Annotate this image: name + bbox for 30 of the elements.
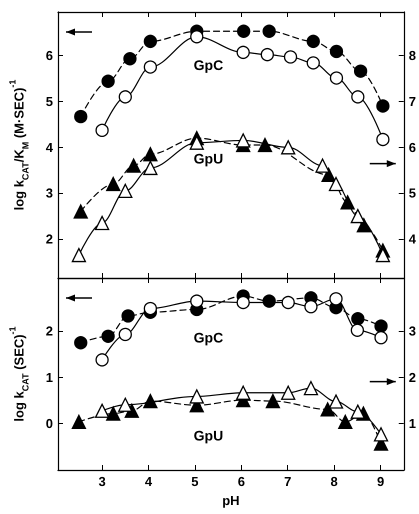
y2-tick-label: 7 — [408, 94, 416, 109]
y-axis-title: log kCAT/KM (M·SEC)-1 — [8, 80, 30, 210]
y2-tick-label: 3 — [408, 324, 416, 339]
x-axis-title: pH — [222, 493, 240, 508]
y2-tick-label: 8 — [408, 48, 416, 64]
x-tick-label: 3 — [98, 474, 106, 489]
y-tick-label: 6 — [46, 48, 53, 64]
y2-tick-label: 4 — [408, 232, 417, 247]
y-tick-label: 4 — [46, 140, 54, 155]
y-tick-label: 3 — [46, 186, 53, 201]
x-tick-label: 4 — [144, 474, 153, 489]
x-tick-label: 5 — [191, 474, 199, 489]
y2-tick-label: 1 — [408, 416, 416, 432]
annotation: GpC — [194, 330, 224, 346]
y-tick-label: 2 — [46, 232, 53, 247]
y2-tick-label: 6 — [408, 140, 416, 155]
x-tick-label: 9 — [376, 474, 384, 489]
y-tick-label: 2 — [46, 324, 53, 339]
y2-tick-label: 2 — [408, 370, 416, 385]
annotation: GpU — [194, 150, 224, 166]
x-tick-label: 8 — [330, 474, 338, 489]
y-tick-label: 5 — [46, 94, 53, 109]
y2-tick-label: 5 — [408, 186, 416, 201]
x-tick-label: 6 — [238, 474, 245, 489]
annotation: GpU — [194, 427, 224, 444]
y-axis-title: log kCAT (SEC)-1 — [8, 326, 30, 422]
y-tick-label: 1 — [46, 370, 53, 385]
annotation: GpC — [194, 57, 224, 74]
x-tick-label: 7 — [284, 474, 292, 489]
y-tick-label: 0 — [46, 416, 53, 432]
